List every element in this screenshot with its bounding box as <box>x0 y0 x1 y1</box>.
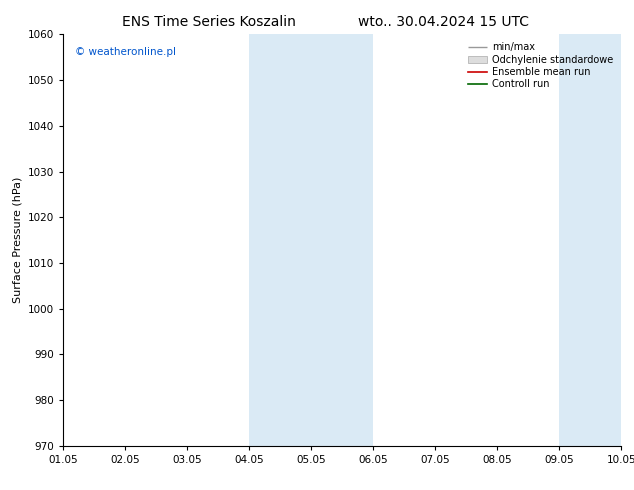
Y-axis label: Surface Pressure (hPa): Surface Pressure (hPa) <box>13 177 23 303</box>
Text: © weatheronline.pl: © weatheronline.pl <box>75 47 176 57</box>
Bar <box>249 34 373 446</box>
Text: wto.. 30.04.2024 15 UTC: wto.. 30.04.2024 15 UTC <box>358 15 529 29</box>
Legend: min/max, Odchylenie standardowe, Ensemble mean run, Controll run: min/max, Odchylenie standardowe, Ensembl… <box>465 39 616 92</box>
Bar <box>559 34 634 446</box>
Text: ENS Time Series Koszalin: ENS Time Series Koszalin <box>122 15 296 29</box>
